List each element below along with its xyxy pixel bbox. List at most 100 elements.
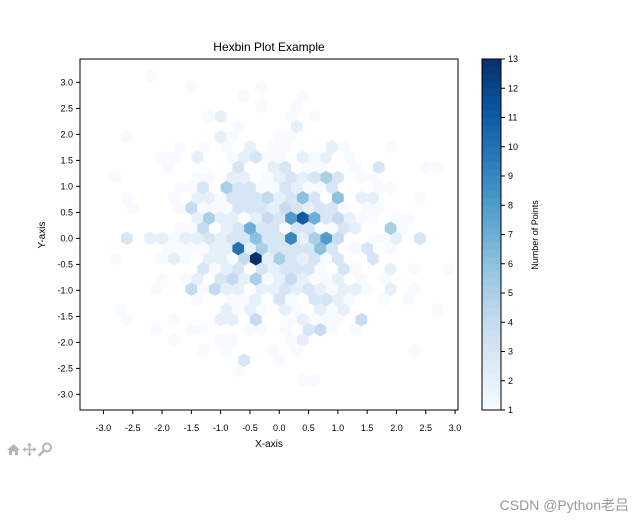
colorbar-tick-label: 6 xyxy=(508,259,513,269)
hexbin-cell xyxy=(414,231,426,246)
hexbin-cell xyxy=(214,211,227,225)
hexbin-cell xyxy=(191,211,204,225)
hexbin-cell xyxy=(226,150,239,164)
hexbin-cell xyxy=(249,231,262,246)
hexbin-cell xyxy=(255,221,268,236)
hexbin-cell xyxy=(384,140,397,154)
colorbar-band xyxy=(482,329,501,338)
hexbin-cell xyxy=(255,79,268,93)
watermark: CSDN @Python老吕 xyxy=(499,497,629,513)
colorbar-band xyxy=(482,278,501,287)
hexbin-cell xyxy=(296,150,309,164)
hexbin-cell xyxy=(238,292,250,307)
colorbar-band xyxy=(482,366,501,374)
colorbar-band xyxy=(482,197,501,206)
plot-frame xyxy=(79,58,459,411)
hexbin-cell xyxy=(267,241,280,256)
hexbin-cell xyxy=(197,262,209,276)
colorbar-band xyxy=(482,102,501,111)
x-tick-label: -3.0 xyxy=(96,423,112,433)
hexbin-cell xyxy=(267,221,280,236)
hexbin-cell xyxy=(244,140,256,154)
hexbin-cell xyxy=(361,282,374,296)
zoom-icon[interactable] xyxy=(38,442,53,457)
colorbar-band xyxy=(482,80,501,89)
hexbin-cell xyxy=(273,251,286,266)
hexbin-cell xyxy=(285,211,297,225)
hexbin-cell xyxy=(378,272,391,286)
hexbin-cell xyxy=(296,89,309,104)
colorbar-band xyxy=(482,183,501,192)
y-tick-label: -0.5 xyxy=(57,259,73,269)
hexbin-cell xyxy=(314,241,327,256)
pan-icon[interactable] xyxy=(22,442,37,457)
hexbin-cell xyxy=(332,231,344,246)
hexbin-cell xyxy=(214,231,227,246)
hexbin-cell xyxy=(249,312,262,327)
hexbin-cell xyxy=(302,322,315,337)
hexbin-cell xyxy=(226,211,239,225)
hexbin-cell xyxy=(197,180,209,195)
hexbin-cell xyxy=(290,262,303,276)
hexbin-cell xyxy=(296,231,309,246)
colorbar-band xyxy=(482,249,501,257)
y-tick-label: -3.0 xyxy=(57,389,73,399)
hexbin-cell xyxy=(296,333,309,347)
hexbin-cell xyxy=(320,312,332,327)
hexbin-cell xyxy=(214,333,227,347)
hexbin-cell xyxy=(185,221,198,236)
hexbin-cell xyxy=(279,322,291,337)
y-tick-label: -1.5 xyxy=(57,311,73,321)
hexbin-cell xyxy=(126,201,139,215)
hexbin-cell xyxy=(191,191,204,205)
hexbin-cell xyxy=(226,231,239,246)
hexbin-cell xyxy=(343,211,356,225)
hexbin-cell xyxy=(197,241,209,256)
hexbin-cell xyxy=(232,363,245,378)
hexbin-cell xyxy=(109,170,122,185)
hexbin-cell xyxy=(273,130,286,144)
hexbin-cell xyxy=(367,251,379,266)
hexbin-cell xyxy=(302,180,315,195)
hexbin-cell xyxy=(279,282,291,296)
hexbin-cell xyxy=(226,292,239,307)
hexbin-cell xyxy=(296,211,309,225)
x-tick-label: -1.0 xyxy=(213,423,229,433)
colorbar-tick-label: 2 xyxy=(508,376,513,386)
colorbar-band xyxy=(482,285,501,294)
hexbin-cell xyxy=(279,140,291,154)
hexbin-cell xyxy=(361,201,374,215)
hexbin-cell xyxy=(173,241,186,256)
hexbin-cell xyxy=(156,272,168,286)
hexbin-cell xyxy=(308,251,321,266)
hexbin-cell xyxy=(290,221,303,236)
hexbin-cell xyxy=(226,130,239,144)
hexbin-cell xyxy=(261,150,274,164)
hexbin-cell xyxy=(214,130,227,144)
hexbin-cell xyxy=(285,130,297,144)
colorbar-band xyxy=(482,358,501,367)
hexbin-cell xyxy=(226,312,239,327)
hexbin-cell xyxy=(396,221,409,236)
hexbin-cell xyxy=(355,170,368,185)
hexbin-cell xyxy=(121,231,133,246)
hexbin-cell xyxy=(191,272,204,286)
hexbin-cell xyxy=(244,201,256,215)
hexbin-cell xyxy=(378,292,391,307)
hexbin-cell xyxy=(273,272,286,286)
hexbin-cell xyxy=(179,251,192,266)
hexbin-cell xyxy=(167,312,180,327)
hexbin-cell xyxy=(244,322,256,337)
home-icon[interactable] xyxy=(6,442,21,457)
hexbin-cell xyxy=(185,241,198,256)
colorbar-band xyxy=(482,154,501,162)
hexbin-cell xyxy=(419,160,432,175)
colorbar-band xyxy=(482,95,501,104)
hexbin-cell xyxy=(332,191,344,205)
hexbin-cell xyxy=(326,302,338,317)
hexbin-cell xyxy=(332,211,344,225)
hexbin-cell xyxy=(355,191,368,205)
colorbar-band xyxy=(482,132,501,140)
hexbin-cell xyxy=(349,322,362,337)
